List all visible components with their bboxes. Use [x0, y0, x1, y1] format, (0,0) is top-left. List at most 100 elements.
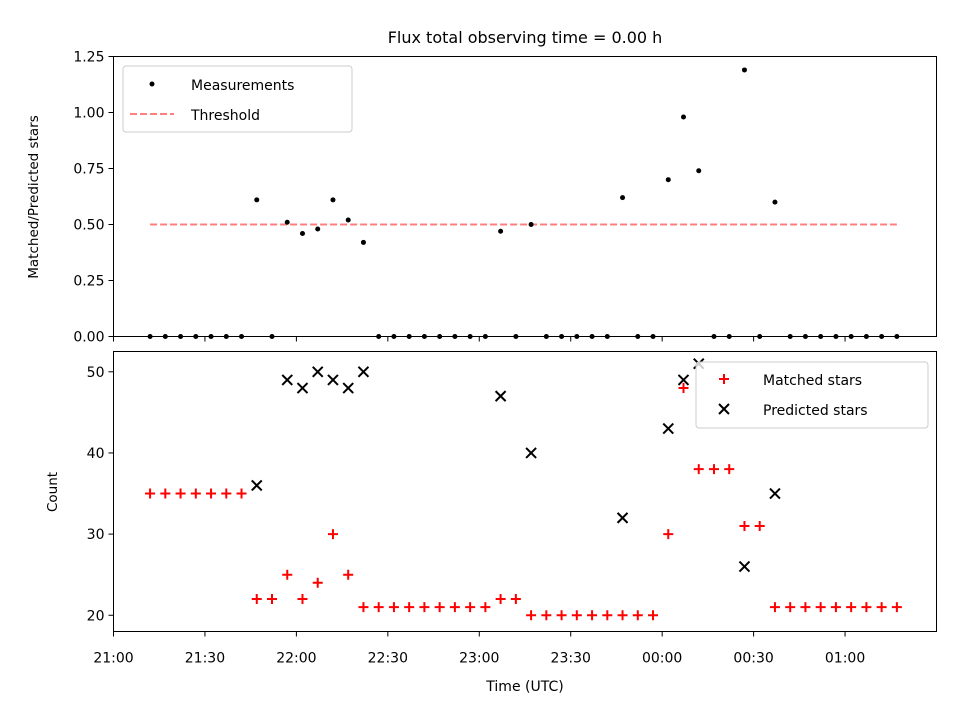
matched-star-marker — [282, 569, 293, 580]
matched-star-marker — [388, 602, 399, 613]
matched-star-marker — [876, 602, 887, 613]
measurements-legend-label: Measurements — [191, 78, 294, 94]
bottom-y-tick-label: 50 — [87, 365, 105, 381]
matched-star-marker — [724, 464, 735, 475]
bottom-x-tick-label: 21:30 — [185, 651, 225, 667]
matched-star-marker — [327, 529, 338, 540]
matched-star-marker — [221, 488, 232, 499]
bottom-x-tick-label: 01:00 — [825, 651, 865, 667]
matched-star-marker — [739, 520, 750, 531]
matched-star-marker — [480, 602, 491, 613]
measurement-point — [299, 230, 305, 236]
matched-star-marker — [297, 594, 308, 605]
matched-star-marker — [587, 610, 598, 621]
bottom-y-tick-label: 30 — [87, 527, 105, 543]
matched-star-marker — [434, 602, 445, 613]
matched-star-marker — [160, 488, 171, 499]
matched-star-marker — [251, 594, 262, 605]
top-y-tick-label: 0.75 — [73, 162, 104, 178]
predicted-star-marker — [327, 374, 339, 386]
matched-star-marker — [693, 464, 704, 475]
predicted-star-marker — [662, 422, 674, 435]
threshold-legend-label: Threshold — [190, 108, 260, 124]
measurement-point — [330, 197, 336, 203]
measurement-point — [772, 199, 778, 205]
bottom-y-ticks: 20 30 40 50 — [87, 365, 114, 624]
matched-star-marker — [815, 602, 826, 613]
top-y-axis-label: Matched/Predicted stars — [26, 115, 42, 278]
matched-star-marker — [449, 602, 460, 613]
bottom-y-tick-label: 40 — [87, 446, 105, 462]
bottom-y-tick-label: 20 — [87, 608, 105, 624]
measurement-point — [620, 195, 626, 201]
predicted-star-marker — [769, 487, 781, 500]
matched-star-marker — [846, 602, 857, 613]
matched-star-marker — [206, 488, 217, 499]
top-y-tick-label: 0.50 — [73, 218, 104, 234]
predicted-star-marker — [251, 479, 263, 492]
measurement-point — [315, 226, 321, 232]
predicted-star-marker — [357, 366, 370, 378]
matched-star-marker — [632, 610, 643, 621]
predicted-legend-marker — [718, 403, 730, 415]
x-axis-label: Time (UTC) — [485, 679, 563, 695]
matched-star-marker — [526, 610, 537, 621]
matched-star-marker — [267, 594, 278, 605]
matched-star-marker — [175, 488, 186, 499]
top-y-tick-label: 1.00 — [73, 106, 104, 122]
matched-star-marker — [145, 488, 156, 499]
measurement-point — [345, 217, 351, 223]
matched-star-marker — [617, 610, 628, 621]
matched-star-marker — [465, 602, 476, 613]
measurements-legend-marker — [149, 81, 155, 87]
matched-star-marker — [769, 602, 780, 613]
bottom-x-tick-label: 22:30 — [368, 651, 408, 667]
top-y-tick-label: 0.25 — [73, 274, 104, 290]
top-legend-box — [122, 65, 353, 133]
measurement-point — [681, 114, 687, 120]
predicted-legend-label: Predicted stars — [763, 403, 868, 419]
predicted-star-marker — [342, 382, 354, 394]
matched-star-marker — [571, 610, 582, 621]
predicted-star-marker — [616, 512, 629, 524]
bottom-x-ticks: 21:00 21:30 22:00 22:30 23:00 23:30 00:00 00:30… — [93, 631, 865, 667]
top-plot-marks — [147, 67, 900, 339]
matched-star-marker — [785, 602, 796, 613]
matched-star-marker — [754, 520, 765, 531]
matched-star-marker — [312, 577, 323, 588]
predicted-star-marker — [494, 390, 507, 402]
bottom-x-tick-label: 21:00 — [93, 651, 133, 667]
measurement-point — [665, 177, 671, 183]
bottom-x-tick-label: 23:00 — [459, 651, 499, 667]
matched-star-marker — [404, 602, 415, 613]
top-axes-frame — [113, 56, 937, 337]
bottom-legend-box — [695, 361, 929, 429]
predicted-star-marker — [281, 374, 293, 386]
matched-star-marker — [373, 602, 384, 613]
top-y-ticks: 0.00 0.25 0.50 0.75 1.00 1.25 — [73, 50, 114, 346]
star-count-panel: Count Time (UTC) 20 30 40 50 21:00 21:30 22:0… — [45, 351, 937, 695]
predicted-star-marker — [312, 366, 324, 378]
top-x-ticks — [113, 336, 846, 342]
matched-star-marker — [510, 594, 521, 605]
measurement-point — [741, 67, 747, 73]
bottom-x-tick-label: 00:00 — [642, 651, 682, 667]
bottom-y-axis-label: Count — [45, 472, 61, 512]
measurement-point — [284, 219, 290, 225]
bottom-x-tick-label: 23:30 — [551, 651, 591, 667]
matched-star-marker — [891, 602, 902, 613]
matched-star-marker — [648, 610, 659, 621]
matched-star-marker — [861, 602, 872, 613]
matched-star-marker — [678, 383, 689, 394]
matched-star-marker — [663, 529, 674, 540]
measurement-point — [254, 197, 260, 203]
matched-star-marker — [419, 602, 430, 613]
measurement-point — [360, 239, 366, 245]
matched-legend-marker — [719, 374, 729, 384]
predicted-star-marker — [738, 560, 751, 573]
predicted-star-marker — [296, 382, 309, 394]
matched-legend-label: Matched stars — [763, 373, 862, 389]
matched-star-marker — [236, 488, 247, 499]
measurement-point — [498, 228, 504, 234]
